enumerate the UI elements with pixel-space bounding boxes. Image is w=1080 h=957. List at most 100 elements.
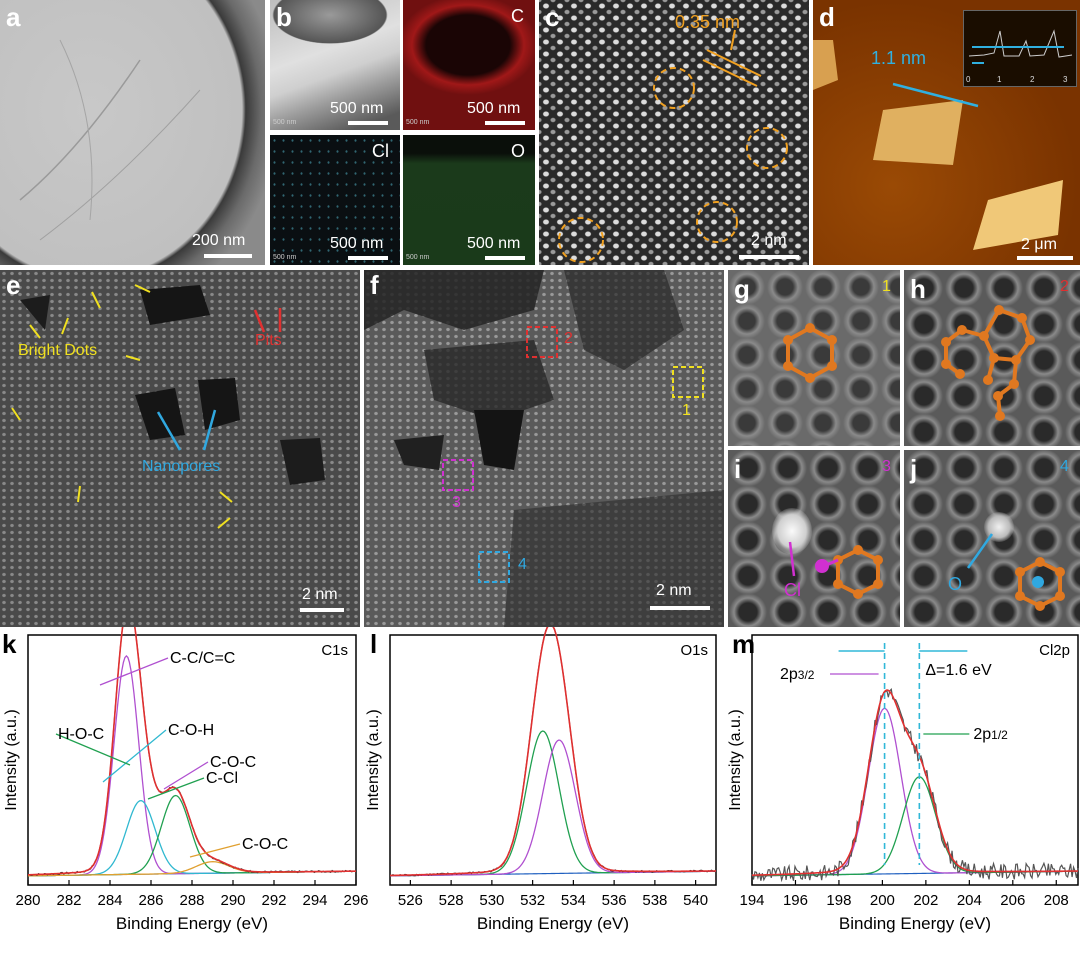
chart-k-ann-3: C-O-C — [242, 836, 288, 853]
chart-k-ann-line — [189, 843, 241, 858]
panel-i-bright-spot — [772, 508, 812, 554]
panel-f-box1-label: 1 — [682, 402, 691, 419]
chart-k-ann-1: C-O-H — [168, 722, 214, 739]
chart-k-frame — [27, 634, 357, 886]
chart-l-ylabel: Intensity (a.u.) — [365, 709, 382, 810]
panel-c-lattice — [539, 0, 809, 265]
panel-b-haadf-image — [270, 0, 400, 130]
chart-l-peak-1 — [389, 739, 717, 877]
panel-i-number: 3 — [882, 458, 891, 475]
chart-k: k C1s Intensity (a.u.) Binding Energy (eV) 2… — [2, 627, 369, 933]
panel-g-letter: g — [734, 274, 750, 304]
panel-b-oxygen-scale-bar — [485, 256, 525, 260]
chart-k-xtick-label: 296 — [343, 892, 368, 909]
panel-c-letter: c — [545, 2, 560, 32]
panel-e-scale-bar — [300, 608, 344, 612]
panel-a-wrinkles — [19, 39, 201, 241]
panel-d-letter: d — [819, 2, 835, 32]
chart-m-xtick-label: 206 — [1000, 892, 1025, 909]
panel-e: e Bright Dots Pits Nanopores 2 nm — [0, 270, 360, 627]
chart-m-xtick-label: 196 — [783, 892, 808, 909]
chart-k-xtick-label: 286 — [138, 892, 163, 909]
panel-j-o-label: O — [948, 574, 963, 594]
panel-b-chlorine-element: Cl — [372, 141, 389, 161]
panel-f-box4-label: 4 — [518, 556, 527, 573]
chart-k-xtick-label: 292 — [261, 892, 286, 909]
chart-k-xtick-label: 290 — [220, 892, 245, 909]
panel-a-scale-bar — [204, 254, 252, 258]
panel-f-box3-label: 3 — [452, 494, 461, 511]
chart-l-peak-0 — [389, 730, 717, 877]
panel-e-scale-label: 2 nm — [302, 586, 338, 603]
panel-i-image — [728, 450, 900, 627]
chart-l-letter: l — [370, 629, 377, 659]
chart-l-raw — [389, 627, 717, 877]
panel-b-carbon-scale-bar — [485, 121, 525, 125]
panel-d-inset-tick-0: 0 — [966, 75, 971, 84]
panel-b-chlorine-scale-bar — [348, 256, 388, 260]
chart-k-letter: k — [2, 629, 17, 659]
chart-l-xtick-label: 540 — [683, 892, 708, 909]
panel-d-scale-label: 2 μm — [1021, 236, 1057, 253]
chart-m-raw — [751, 688, 1079, 883]
panel-f-features — [364, 270, 724, 627]
chart-m-ylabel: Intensity (a.u.) — [727, 709, 744, 810]
panel-d-scale-bar — [1017, 256, 1073, 260]
panel-g: g 1 — [728, 270, 900, 446]
xps-charts: k C1s Intensity (a.u.) Binding Energy (eV) 2… — [2, 627, 1079, 933]
chart-k-ann-2: C-Cl — [206, 770, 238, 787]
panel-f-scale-label: 2 nm — [656, 582, 692, 599]
panel-c-scale-bar — [739, 255, 799, 259]
panel-e-nanopores-label: Nanopores — [142, 458, 221, 475]
chart-k-ann-line — [147, 777, 205, 800]
panel-b-carbon-element: C — [511, 6, 524, 26]
chart-l-ann-0: H-O-C — [58, 726, 104, 743]
panel-f-letter: f — [370, 270, 379, 300]
chart-l-xtick-label: 536 — [602, 892, 627, 909]
panel-e-letter: e — [6, 270, 21, 300]
panel-j-letter: j — [910, 454, 918, 484]
panel-b-carbon-scale-label: 500 nm — [467, 100, 521, 117]
chart-m-envelope — [751, 689, 1079, 876]
chart-l-ann-line — [163, 761, 209, 790]
chart-m-xtick-label: 198 — [826, 892, 851, 909]
panel-b-chlorine: Cl 500 nm 500 nm — [270, 135, 400, 265]
chart-m-xtick-label: 194 — [739, 892, 764, 909]
chart-m-ann-1-sub: 1/2 — [991, 728, 1008, 742]
panel-b-chlorine-image — [270, 135, 400, 265]
chart-k-xtick-label: 294 — [302, 892, 327, 909]
chart-m-ann-2: Δ=1.6 eV — [925, 662, 992, 679]
panel-b-oxygen-tiny-label: 500 nm — [406, 254, 430, 261]
panel-d-height-label: 1.1 nm — [871, 48, 927, 68]
chart-k-title: C1s — [321, 642, 348, 659]
panel-d-inset-profile — [968, 29, 1073, 64]
chart-l-envelope — [389, 627, 717, 877]
chart-k-xtick-label: 288 — [179, 892, 204, 909]
panel-e-features — [11, 284, 325, 529]
chart-m-ann-1: 2p1/2 — [973, 726, 1008, 743]
chart-l-xtick-label: 528 — [439, 892, 464, 909]
panel-i-cl-label: Cl — [784, 580, 801, 600]
panel-b-letter: b — [276, 2, 292, 32]
chart-m-xlabel: Binding Energy (eV) — [839, 914, 991, 933]
panel-c-spacing-label: 0.35 nm — [675, 12, 741, 32]
panel-f: f 2 1 3 4 2 nm — [364, 270, 724, 627]
chart-l: l O1s Intensity (a.u.) Binding Energy (eV) 5… — [55, 627, 717, 933]
chart-l-xtick-label: 532 — [520, 892, 545, 909]
panel-j: j 4 O — [904, 450, 1080, 627]
panel-i-overlay — [788, 541, 883, 599]
panel-d-inset-tick-3: 3 — [1063, 75, 1068, 84]
panel-d: 0 1 2 3 d 1.1 nm 2 μm — [813, 0, 1080, 265]
chart-k-ylabel: Intensity (a.u.) — [3, 709, 20, 810]
panel-b-tiny-label: 500 nm — [273, 119, 297, 126]
chart-k-xtick-label: 284 — [97, 892, 122, 909]
chart-k-xtick-label: 280 — [15, 892, 40, 909]
panel-b-oxygen-element: O — [511, 141, 526, 161]
chart-k-peak-0 — [27, 654, 357, 877]
panel-j-overlay — [966, 533, 1065, 611]
panel-c: c 0.35 nm 2 nm — [539, 0, 809, 265]
panel-g-hexagon — [783, 323, 837, 383]
chart-l-frame — [389, 634, 717, 886]
panel-e-pits-label: Pits — [255, 332, 282, 349]
chart-k-peak-1 — [27, 800, 357, 877]
